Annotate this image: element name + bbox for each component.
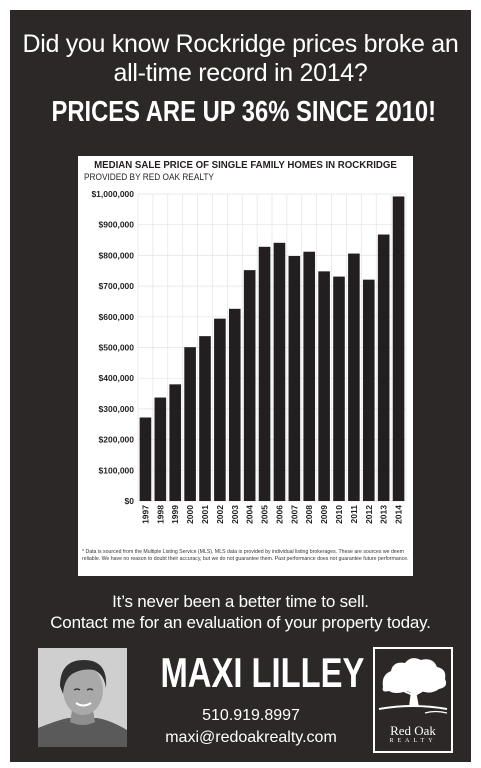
agent-name: MAXI LILLEY <box>160 649 365 696</box>
x-tick-label: 1997 <box>140 505 150 524</box>
x-tick-label: 2005 <box>260 505 270 524</box>
bar <box>303 251 316 501</box>
y-tick-label: $400,000 <box>99 373 135 383</box>
x-tick-label: 1999 <box>170 505 180 524</box>
bar <box>258 246 271 501</box>
cta-line-2: Contact me for an evaluation of your pro… <box>50 613 431 632</box>
agent-photo <box>38 648 127 747</box>
x-tick-label: 2014 <box>394 505 404 524</box>
bar <box>288 256 301 501</box>
x-tick-label: 2008 <box>304 505 314 524</box>
x-tick-label: 2013 <box>379 505 389 524</box>
chart-subtitle: PROVIDED BY RED OAK REALTY <box>84 172 214 182</box>
bar <box>169 384 182 501</box>
bar <box>348 253 360 501</box>
x-tick-label: 2000 <box>185 505 195 524</box>
bar <box>377 234 390 502</box>
y-tick-label: $600,000 <box>99 312 135 322</box>
x-tick-label: 2011 <box>349 505 359 524</box>
y-tick-label: $0 <box>125 496 135 506</box>
x-tick-label: 2004 <box>245 505 255 524</box>
agent-phone[interactable]: 510.919.8997 <box>202 707 300 724</box>
headline: Did you know Rockridge prices broke an a… <box>22 30 459 87</box>
logo-subtitle: REALTY <box>389 738 437 744</box>
bar <box>154 397 167 501</box>
y-tick-label: $100,000 <box>99 465 135 475</box>
x-tick-label: 1998 <box>155 505 165 524</box>
bar <box>199 336 211 501</box>
x-tick-label: 2001 <box>200 505 210 524</box>
x-tick-label: 2002 <box>215 505 225 524</box>
chart-area: $0 $100,000 $200,000 $300,000 $400,000 $500,0… <box>80 186 411 546</box>
y-tick-label: $800,000 <box>99 250 135 260</box>
bar <box>392 196 405 501</box>
red-oak-logo: Red Oak REALTY <box>373 647 453 753</box>
x-tick-label: 2003 <box>230 505 240 524</box>
logo-wordmark: Red Oak <box>390 723 436 738</box>
bar <box>139 417 152 501</box>
x-tick-label: 2012 <box>364 505 374 524</box>
bar <box>333 276 345 501</box>
chart-title: MEDIAN SALE PRICE OF SINGLE FAMILY HOMES… <box>94 159 397 171</box>
x-tick-label: 2009 <box>319 505 329 524</box>
bar <box>318 271 330 501</box>
bar <box>228 308 241 501</box>
y-tick-label: $1,000,000 <box>91 189 134 199</box>
y-tick-label: $900,000 <box>99 220 135 230</box>
bar <box>362 279 375 501</box>
agent-portrait-image <box>38 648 127 747</box>
bar <box>214 318 226 501</box>
bar <box>273 242 286 502</box>
x-tick-label: 2006 <box>274 505 284 524</box>
cta-line-1: It’s never been a better time to sell. <box>112 592 369 611</box>
chart-card: MEDIAN SALE PRICE OF SINGLE FAMILY HOMES… <box>78 156 413 576</box>
chart-footnote: * Data is sourced from the Multiple List… <box>82 549 409 562</box>
y-tick-label: $300,000 <box>99 404 135 414</box>
bar <box>184 347 196 501</box>
banner-title: PRICES ARE UP 36% SINCE 2010! <box>51 96 437 128</box>
y-tick-label: $500,000 <box>99 343 135 353</box>
x-tick-label: 2010 <box>334 505 344 524</box>
agent-email[interactable]: maxi@redoakrealty.com <box>165 729 337 746</box>
oak-tree-icon <box>378 658 448 714</box>
call-to-action: It’s never been a better time to sell. C… <box>10 591 471 633</box>
bar-chart: $0 $100,000 $200,000 $300,000 $400,000 $500,0… <box>91 189 407 524</box>
y-tick-label: $200,000 <box>99 435 135 445</box>
flyer: Did you know Rockridge prices broke an a… <box>10 10 471 762</box>
y-tick-label: $700,000 <box>99 281 135 291</box>
bar <box>243 270 256 501</box>
x-tick-label: 2007 <box>289 505 299 524</box>
